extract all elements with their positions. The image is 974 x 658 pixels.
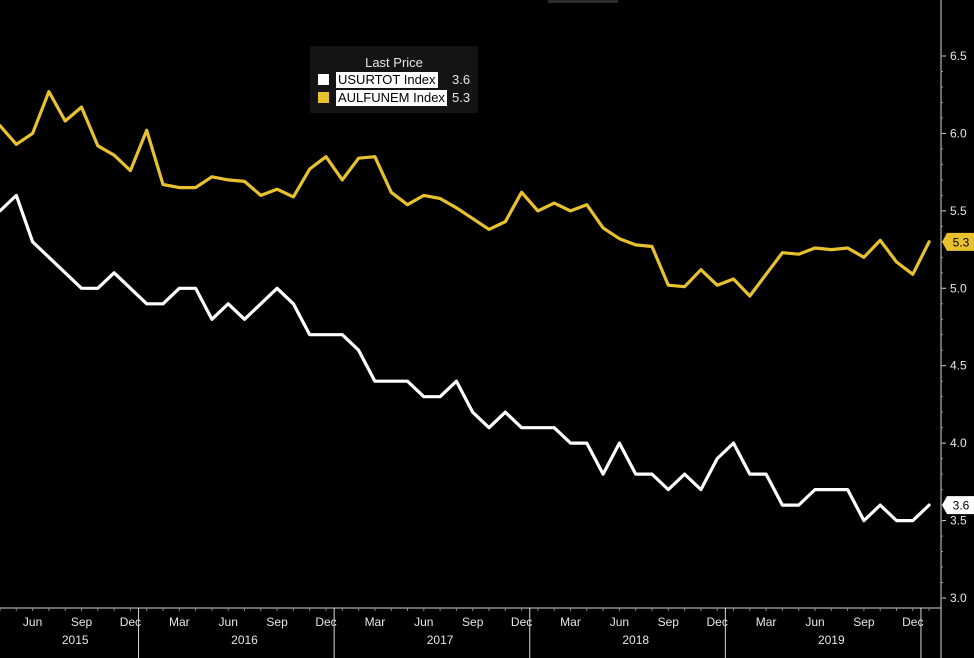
year-label: 2019 bbox=[818, 633, 845, 647]
year-label: 2015 bbox=[62, 633, 89, 647]
y-tick-label: 6.5 bbox=[950, 49, 967, 63]
year-label: 2016 bbox=[231, 633, 258, 647]
x-tick-label: Jun bbox=[219, 615, 238, 629]
x-tick-label: Sep bbox=[853, 615, 875, 629]
y-tick-label: 3.5 bbox=[950, 514, 967, 528]
last-value-tag-shape bbox=[942, 232, 974, 251]
legend-series-name: AULFUNEM Index bbox=[336, 90, 447, 106]
legend-title: Last Price bbox=[365, 55, 423, 70]
y-axis: 3.0 3.5 4.0 4.5 5.0 5.5 6.0 6.5 bbox=[940, 0, 967, 658]
series-line bbox=[0, 193, 931, 523]
series-layer bbox=[0, 89, 931, 523]
last-value-tag: 5.3 bbox=[942, 232, 974, 251]
x-tick-label: Sep bbox=[71, 615, 93, 629]
y-tick-label: 5.5 bbox=[950, 204, 967, 218]
last-value-tag-label: 5.3 bbox=[953, 235, 970, 249]
last-value-labels: 3.6 5.3 bbox=[942, 232, 974, 515]
y-tick-label: 3.0 bbox=[950, 591, 967, 605]
last-value-tag-shape bbox=[942, 496, 974, 515]
x-tick-label: Dec bbox=[315, 615, 336, 629]
x-tick-label: Dec bbox=[511, 615, 532, 629]
legend-swatch-gold bbox=[318, 92, 329, 103]
last-value-tag: 3.6 bbox=[942, 496, 974, 515]
y-tick-label: 6.0 bbox=[950, 126, 967, 140]
x-tick-label: Dec bbox=[902, 615, 923, 629]
x-tick-label: Jun bbox=[805, 615, 824, 629]
legend-series-value: 5.3 bbox=[452, 90, 471, 105]
x-tick-label: Mar bbox=[365, 615, 386, 629]
year-label: 2018 bbox=[622, 633, 649, 647]
toolbar-fragment bbox=[548, 0, 618, 3]
legend-series-value: 3.6 bbox=[452, 72, 471, 87]
x-tick-label: Sep bbox=[266, 615, 288, 629]
x-tick-label: Mar bbox=[169, 615, 190, 629]
y-tick-label: 4.5 bbox=[950, 359, 967, 373]
x-tick-label: Sep bbox=[462, 615, 484, 629]
series-line bbox=[0, 89, 931, 298]
x-tick-label: Mar bbox=[560, 615, 581, 629]
legend: Last Price USURTOT Index 3.6 AULFUNEM In… bbox=[310, 46, 478, 113]
x-tick-label: Mar bbox=[756, 615, 777, 629]
x-tick-label: Jun bbox=[23, 615, 42, 629]
x-tick-label: Dec bbox=[707, 615, 728, 629]
x-tick-label: Sep bbox=[658, 615, 680, 629]
legend-swatch-white bbox=[318, 74, 329, 85]
x-tick-label: Jun bbox=[414, 615, 433, 629]
y-tick-label: 4.0 bbox=[950, 436, 967, 450]
x-tick-label: Jun bbox=[610, 615, 629, 629]
y-tick-label: 5.0 bbox=[950, 281, 967, 295]
year-label: 2017 bbox=[427, 633, 454, 647]
last-value-tag-label: 3.6 bbox=[953, 499, 970, 513]
x-tick-label: Dec bbox=[120, 615, 141, 629]
x-axis: Jun Sep Dec Mar Jun Sep Dec Mar Jun Sep Dec Mar Jun S… bbox=[0, 607, 941, 658]
legend-series-name: USURTOT Index bbox=[336, 72, 438, 88]
